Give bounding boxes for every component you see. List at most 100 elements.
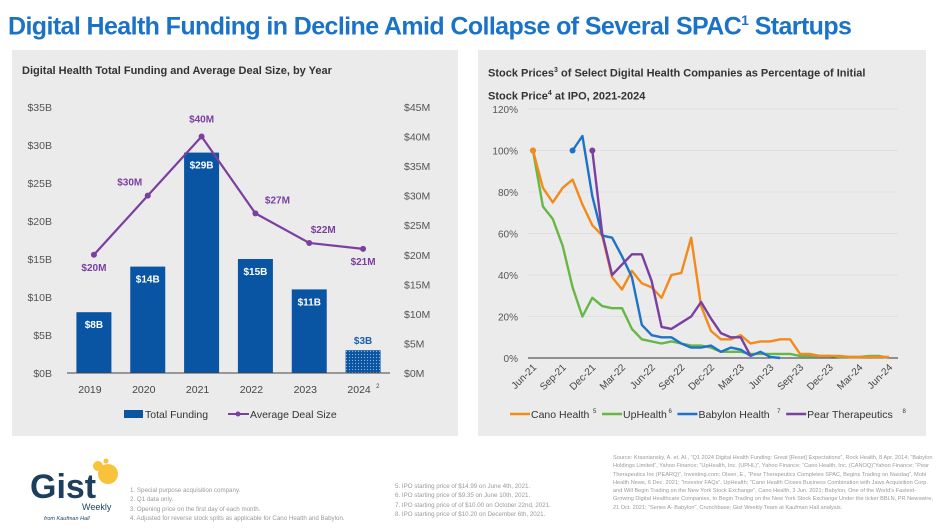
right-axis-tick: $15M <box>404 279 430 291</box>
legend-superscript: 5 <box>593 409 597 415</box>
legend-superscript: 7 <box>777 409 781 415</box>
footnote: 4. Adjusted for reverse stock splits as … <box>130 515 345 523</box>
funding-bar <box>76 312 112 373</box>
legend-label: Babylon Health <box>698 409 769 421</box>
deal-size-line <box>93 134 364 256</box>
y-axis-tick: 20% <box>498 313 518 324</box>
deal-size-point <box>306 239 313 246</box>
page-title-text: Digital Health Funding in Decline Amid C… <box>8 12 742 41</box>
x-axis-tick: Mar-23 <box>717 362 747 392</box>
deal-size-point <box>90 251 97 258</box>
funding-chart: $0B $5B $10B $15B $20B $25B $30B $35B $0M $5M $10M… <box>27 102 430 421</box>
footnote: 1. Special purpose acquisition company. <box>130 487 241 494</box>
right-axis-tick: $25M <box>404 220 430 232</box>
footnote-marker: 4 <box>547 89 552 97</box>
deal-size-label: $40M <box>189 115 214 126</box>
deal-size-label: $20M <box>81 263 106 274</box>
logo-weekly: Weekly <box>82 502 112 512</box>
page-title: Digital Health Funding in Decline Amid C… <box>8 12 852 41</box>
x-axis-tick: Mar-24 <box>835 362 865 392</box>
gist-weekly-logo: Gist Weekly from Kaufman Hall <box>30 458 130 524</box>
funding-bar-label: $11B <box>298 297 321 308</box>
legend-label: Total Funding <box>145 409 208 421</box>
page-title-tail: Startups <box>748 12 852 41</box>
right-axis-tick: $30M <box>404 191 430 203</box>
footnote: 7. IPO starting price of of $10.00 on Oc… <box>395 501 551 509</box>
series-line-babylon-health <box>571 134 781 360</box>
funding-bar-label: $8B <box>85 320 103 331</box>
deal-size-point <box>144 192 151 199</box>
x-axis-tick: Dec-22 <box>687 362 718 393</box>
left-axis-tick: $20B <box>27 216 52 228</box>
stock-chart-title: Stock Prices3 of Select Digital Health C… <box>488 61 865 106</box>
right-axis-tick: $35M <box>404 161 430 173</box>
stock-title-part: Stock Prices <box>488 67 555 80</box>
funding-bar <box>184 152 220 373</box>
x-axis-tick: Sep-22 <box>657 362 688 393</box>
funding-bar <box>237 259 273 373</box>
funding-bar-label: $3B <box>354 336 372 347</box>
y-axis-tick: 120% <box>492 105 518 116</box>
stock-title-part: of Select Digital Health Companies as Pe… <box>557 67 866 80</box>
logo-word: Gist <box>30 468 96 506</box>
funding-bar-label: $14B <box>136 275 160 286</box>
footnote: 3. Opening price on the first day of eac… <box>130 505 261 513</box>
stock-title-part: Stock Price <box>488 90 548 103</box>
x-axis-tick: Jun-21 <box>510 362 540 392</box>
footnote: 6. IPO starting price of $9.35 on June 1… <box>395 492 531 500</box>
stock-chart: 0% 20% 40% 60% 80% 100% 120% Jun-21 Sep-21 Dec-21… <box>492 105 907 421</box>
series-line-pear-therapeutics <box>591 150 752 357</box>
legend-label: UpHealth <box>623 409 667 421</box>
left-axis-tick: $0B <box>33 368 52 380</box>
x-axis-tick: 2022 <box>240 384 264 396</box>
source-citation: Source: Krasniansky, A. et. Al., “Q1 202… <box>613 455 933 511</box>
deal-size-label: $21M <box>351 257 376 268</box>
x-axis-tick: 2021 <box>186 384 210 396</box>
series-line-cano-health <box>531 150 889 359</box>
stock-title-part: at IPO, 2021-2024 <box>551 90 646 103</box>
legend-swatch-total-funding <box>124 410 143 418</box>
logo-mark: Gist Weekly from Kaufman Hall <box>30 458 118 522</box>
y-axis-tick: 80% <box>498 188 518 199</box>
legend-swatch-deal-size-marker <box>235 411 241 417</box>
legend-label: Pear Therapeutics <box>807 409 893 421</box>
stock-chart-panel: Stock Prices3 of Select Digital Health C… <box>478 50 926 436</box>
deal-size-point <box>198 133 205 140</box>
x-axis-tick: 2019 <box>78 384 102 396</box>
footnotes-left: 1. Special purpose acquisition company. … <box>130 486 380 524</box>
x-axis-tick: 2023 <box>294 384 318 396</box>
footnote: 5. IPO starting price of $14.99 on June … <box>395 483 531 490</box>
title-footnote-marker: 1 <box>741 12 749 28</box>
series-start-point <box>589 147 596 154</box>
funding-bar-label: $29B <box>190 161 214 172</box>
x-axis-tick: Jun-22 <box>628 362 658 392</box>
legend-superscript: 6 <box>668 409 672 415</box>
left-axis-tick: $30B <box>27 140 52 152</box>
y-axis-tick: 100% <box>492 147 518 158</box>
legend-superscript: 8 <box>903 409 907 415</box>
funding-bar <box>130 266 166 373</box>
deal-size-label: $30M <box>117 178 142 189</box>
series-line-uphealth <box>531 150 890 360</box>
deal-size-label: $22M <box>311 225 336 236</box>
logo-bubble-large <box>98 464 118 484</box>
x-axis-tick: Sep-23 <box>776 362 807 393</box>
x-axis-tick: 2024 <box>347 384 371 396</box>
x-axis-tick: Dec-23 <box>805 362 836 393</box>
legend-label: Average Deal Size <box>250 409 337 421</box>
deal-size-point <box>252 210 259 217</box>
left-axis-tick: $10B <box>27 292 52 304</box>
legend-label: Cano Health <box>531 409 590 421</box>
right-axis-tick: $45M <box>404 102 430 114</box>
footnote-marker: 3 <box>554 67 558 74</box>
x-axis-tick: Sep-21 <box>538 362 569 393</box>
deal-size-point <box>360 245 367 252</box>
logo-bubble-small <box>103 458 109 464</box>
deal-size-label: $27M <box>265 195 290 206</box>
left-axis-tick: $35B <box>27 102 52 114</box>
logo-bubble-medium <box>93 461 103 471</box>
footnote: 8. IPO starting price of $10.20 on Decem… <box>395 511 546 519</box>
x-axis-tick: Jun-23 <box>747 362 777 392</box>
x-axis-tick: 2020 <box>132 384 156 396</box>
left-axis-tick: $15B <box>27 254 52 266</box>
